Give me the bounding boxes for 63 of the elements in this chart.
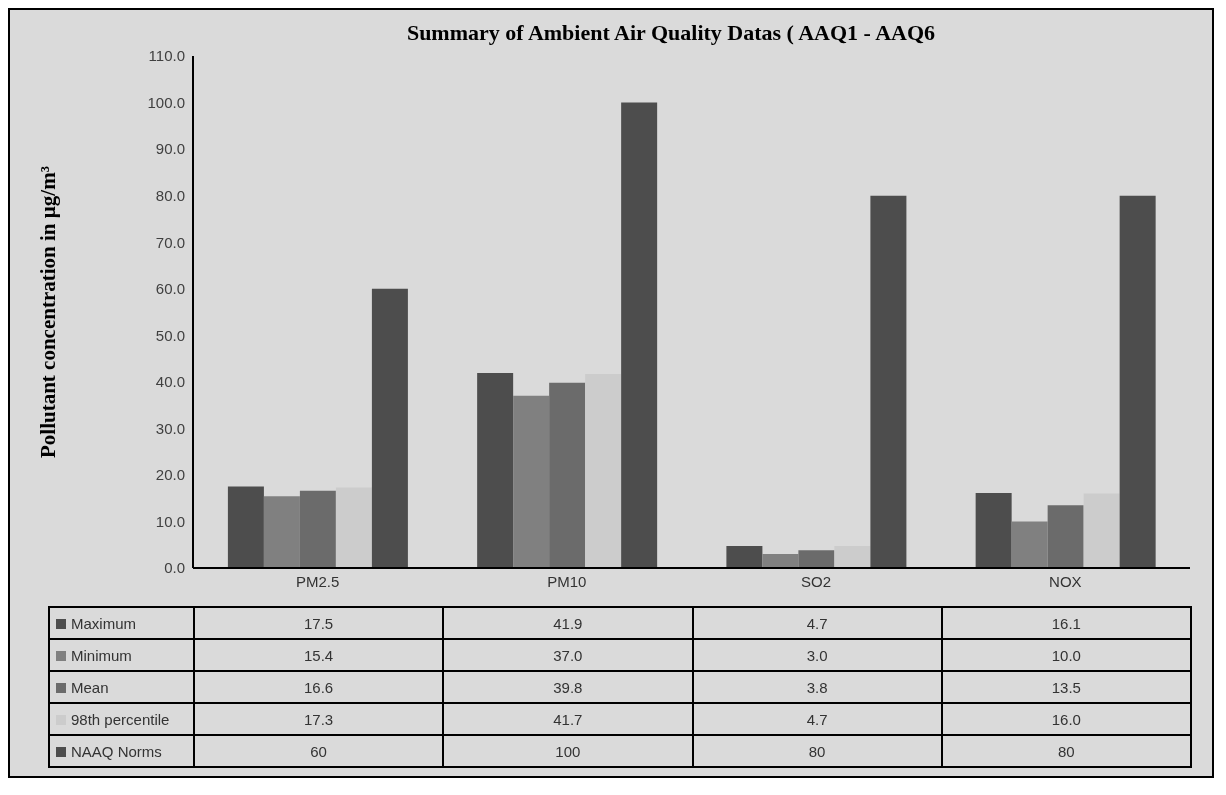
bar: [513, 395, 550, 568]
data-label: 10.0: [941, 639, 1191, 671]
y-tick-label: 30.0: [155, 419, 185, 437]
y-tick-label: 10.0: [155, 512, 185, 530]
bar: [1119, 195, 1156, 568]
x-tick-label: PM2.5: [295, 572, 340, 590]
legend-label: NAAQ Norms: [49, 735, 194, 767]
x-tick-label: NOX: [1049, 572, 1082, 590]
data-label: 39.8: [443, 671, 693, 703]
y-tick-label: 90.0: [155, 140, 185, 158]
y-tick-label: 80.0: [155, 186, 185, 204]
bar: [726, 546, 763, 568]
bar: [870, 195, 907, 568]
y-tick-label: 60.0: [155, 280, 185, 298]
bar: [1047, 505, 1084, 568]
y-tick-label: 70.0: [155, 233, 185, 251]
data-label: 16.6: [194, 671, 444, 703]
data-label: 16.0: [941, 703, 1191, 735]
data-label: 16.1: [941, 607, 1191, 639]
y-axis-title: Pollutant concentration in µg/m³: [35, 166, 60, 458]
legend-label: Mean: [49, 671, 194, 703]
legend-label: Minimum: [49, 639, 194, 671]
data-label: 80: [692, 735, 942, 767]
bar: [762, 554, 799, 568]
bar: [227, 486, 264, 568]
y-tick-label: 50.0: [155, 326, 185, 344]
y-tick-label: 0.0: [164, 559, 185, 577]
chart-title: Summary of Ambient Air Quality Datas ( AAQ1 - AAQ6: [405, 20, 937, 46]
y-tick-label: 40.0: [155, 373, 185, 391]
data-label: 60: [194, 735, 444, 767]
bar: [299, 490, 336, 568]
x-tick-label: PM10: [547, 572, 587, 590]
bar: [585, 373, 622, 568]
data-label: 80: [941, 735, 1191, 767]
data-label: 15.4: [194, 639, 444, 671]
data-label: 41.9: [443, 607, 693, 639]
bar: [975, 493, 1012, 568]
data-label: 13.5: [941, 671, 1191, 703]
bar: [335, 487, 372, 568]
bar: [477, 372, 514, 568]
data-label: 17.3: [194, 703, 444, 735]
data-label: 4.7: [692, 703, 942, 735]
bar: [263, 496, 300, 568]
data-label: 37.0: [443, 639, 693, 671]
data-label: 41.7: [443, 703, 693, 735]
bar: [1011, 521, 1048, 568]
y-tick-label: 110.0: [148, 47, 185, 65]
bar: [371, 288, 408, 568]
data-label: 100: [443, 735, 693, 767]
y-tick-label: 20.0: [155, 466, 185, 484]
bar: [834, 546, 871, 568]
x-tick-label: SO2: [801, 572, 832, 590]
y-tick-label: 100.0: [147, 93, 185, 111]
bar: [549, 382, 586, 568]
legend-label: Maximum: [49, 607, 194, 639]
legend-label: 98th percentile: [49, 703, 194, 735]
bar: [621, 102, 658, 568]
bar: [1083, 493, 1120, 568]
data-label: 3.8: [692, 671, 942, 703]
data-label: 4.7: [692, 607, 942, 639]
data-label: 17.5: [194, 607, 444, 639]
data-label: 3.0: [692, 639, 942, 671]
bar: [798, 550, 835, 568]
